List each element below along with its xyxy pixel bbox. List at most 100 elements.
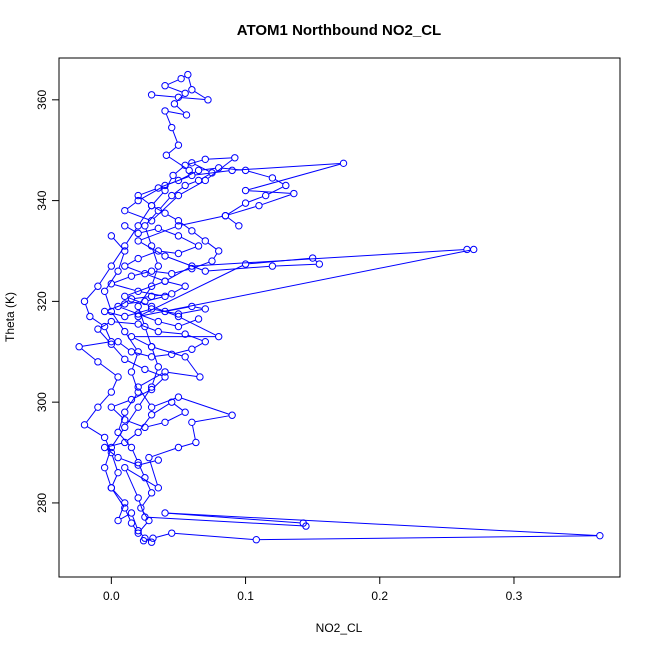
series-line-segment — [207, 159, 233, 179]
data-point — [134, 191, 142, 200]
series-line-segment — [141, 188, 156, 195]
series-line-segment — [127, 360, 143, 369]
series-line-segment — [168, 146, 177, 154]
series-line-segment — [181, 236, 196, 245]
data-point — [188, 345, 196, 353]
data-point — [181, 330, 189, 338]
series-line-segment — [105, 273, 117, 289]
series-line-segment — [161, 321, 176, 327]
series-line-segment — [167, 413, 183, 422]
data-point — [161, 368, 169, 376]
data-point — [114, 373, 122, 381]
data-point — [141, 365, 149, 374]
series-line-segment — [201, 167, 216, 171]
data-point — [231, 154, 239, 162]
data-point — [114, 516, 122, 525]
data-point — [181, 353, 189, 361]
data-point — [134, 196, 142, 205]
x-tick-label: 0.0 — [103, 589, 120, 603]
series-line-segment — [160, 197, 170, 209]
data-point — [94, 282, 102, 290]
data-point — [235, 222, 243, 230]
data-point — [194, 166, 203, 175]
plot-frame — [58, 57, 621, 578]
data-point — [149, 534, 157, 542]
data-point — [174, 322, 183, 331]
data-point — [161, 373, 169, 381]
series-line-segment — [139, 208, 151, 224]
series-line-segment — [181, 319, 196, 326]
series-line-segment — [132, 374, 138, 390]
series-line-segment — [161, 331, 183, 335]
data-point — [134, 302, 142, 311]
series-line-segment — [120, 299, 129, 306]
data-point — [204, 96, 212, 104]
y-tick-label: 300 — [35, 392, 49, 412]
data-point — [127, 368, 136, 376]
data-point — [134, 237, 142, 245]
data-point — [596, 531, 604, 540]
series-line-segment — [114, 321, 136, 325]
data-point — [154, 184, 163, 192]
data-point — [107, 388, 116, 396]
x-axis: 0.0 0.1 0.2 0.3 — [103, 577, 523, 603]
series-line-segment — [194, 415, 230, 423]
data-point — [134, 461, 142, 469]
series-line-segment — [86, 288, 97, 300]
series-line-segment — [208, 157, 232, 160]
data-point — [168, 290, 176, 298]
data-point — [308, 254, 317, 262]
data-point — [181, 181, 189, 190]
series-line-segment — [248, 190, 291, 194]
data-point — [147, 343, 156, 351]
data-point — [121, 262, 129, 270]
data-point — [168, 350, 176, 358]
series-line-segment — [194, 261, 210, 268]
series-line-segment — [141, 314, 156, 321]
data-point — [161, 107, 169, 115]
series-line-segment — [146, 212, 157, 224]
data-point — [134, 310, 142, 318]
data-point — [147, 411, 156, 419]
series-line-segment — [165, 113, 172, 125]
series-line-segment — [92, 317, 103, 326]
series-line-segment — [275, 263, 317, 267]
data-point — [185, 166, 193, 175]
series-line-segment — [181, 97, 205, 101]
series-line-segment — [173, 187, 183, 195]
data-point — [147, 538, 156, 546]
data-point — [147, 267, 156, 275]
series-line-segment — [105, 440, 111, 450]
data-point — [174, 222, 183, 230]
series-line-segment — [82, 341, 109, 347]
data-point — [208, 257, 216, 265]
series-2 — [100, 159, 216, 537]
data-point — [114, 428, 122, 437]
data-point — [188, 159, 196, 167]
series-line-segment — [118, 505, 125, 518]
data-point — [162, 151, 171, 159]
data-point — [134, 287, 142, 295]
series-line-segment — [167, 79, 179, 85]
data-point — [127, 443, 136, 452]
series-line-segment — [174, 287, 183, 293]
data-point — [80, 297, 89, 306]
series-line-segment — [105, 470, 111, 485]
data-point — [147, 302, 156, 311]
series-line-segment — [221, 167, 243, 171]
series-line-segment — [180, 222, 190, 230]
data-point — [127, 295, 136, 303]
data-point — [107, 232, 116, 240]
data-point — [134, 222, 142, 230]
series-line-segment — [187, 334, 203, 342]
data-point — [174, 176, 183, 185]
data-point — [215, 332, 223, 341]
series-line-segment — [127, 281, 163, 296]
data-point — [168, 398, 176, 406]
series-line-segment — [235, 163, 341, 171]
series-line-segment — [134, 390, 149, 399]
data-point — [94, 403, 102, 411]
series-line-segment — [147, 370, 163, 377]
series-line-segment — [154, 206, 163, 213]
series-line-segment — [227, 217, 237, 225]
